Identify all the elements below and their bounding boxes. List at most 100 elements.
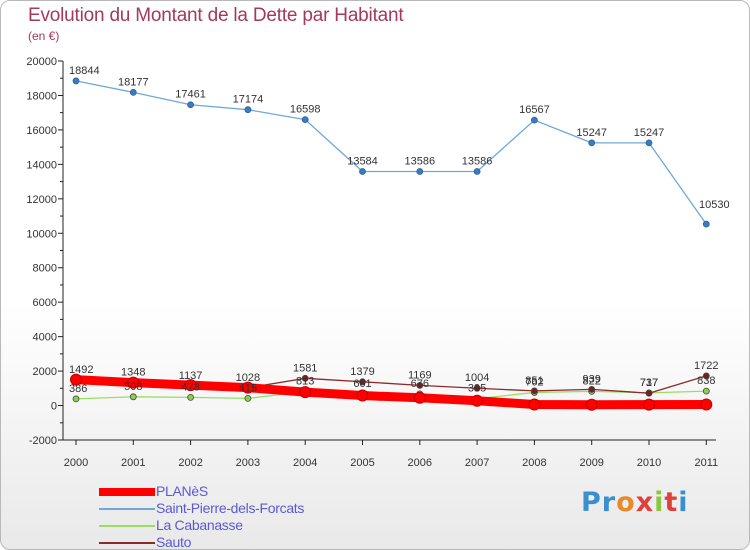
data-label: 661 [353,378,371,390]
series-plan-s [70,373,713,411]
data-label: 10530 [699,199,730,211]
data-label: 13586 [405,155,436,167]
logo-letter: i [678,487,689,518]
data-label: 762 [525,376,543,388]
legend-swatch [99,488,155,496]
data-label: 813 [296,376,314,388]
data-point [184,379,197,392]
data-point [531,116,538,124]
x-tick-label: 2003 [236,457,260,469]
data-point [473,384,481,392]
data-point [416,382,424,389]
data-label: 1722 [694,360,718,372]
chart-subtitle: (en €) [28,29,60,43]
x-tick-label: 2005 [350,457,374,469]
x-tick-label: 2010 [637,457,661,469]
data-point [588,139,596,147]
data-label: 16598 [290,104,321,116]
data-label: 415 [239,382,257,394]
logo-letter: r [601,487,617,518]
data-label: 18177 [118,76,149,88]
data-point [70,373,82,386]
data-point [187,393,195,401]
data-point [645,389,653,397]
logo-letter: o [616,487,636,518]
data-label: 1028 [236,372,260,384]
data-point [356,389,369,402]
data-point [531,387,538,395]
y-tick-label: -2000 [29,435,57,447]
series-saint-pierre-dels-forcats [72,77,710,228]
data-point [187,101,195,109]
y-tick-label: 12000 [26,194,57,206]
data-label: 508 [124,381,142,393]
logo-letter: P [581,487,602,518]
y-tick-label: 18000 [26,90,57,102]
data-label: 17174 [233,94,264,106]
data-point [702,387,710,395]
data-label: 838 [697,375,715,387]
legend-label: PLANèS [156,483,208,499]
legend-label: Sauto [156,534,192,550]
data-label: 1348 [121,366,145,378]
data-point [416,168,424,175]
data-point [359,378,366,386]
data-point [244,394,252,402]
data-label: 1581 [293,362,317,374]
x-tick-label: 2006 [408,457,432,469]
chart-title: Evolution du Montant de la Dette par Hab… [28,5,404,26]
data-point [645,139,653,147]
data-label: 473 [181,381,199,393]
data-point [129,393,137,401]
data-point [700,398,713,411]
data-label: 16567 [519,104,550,116]
data-point [528,398,541,411]
data-point [473,168,481,175]
data-label: 15247 [634,127,665,139]
legend-label: La Cabanasse [156,517,243,533]
data-label: 939 [583,373,601,385]
legend-swatch [99,525,155,527]
data-label: 17461 [175,89,206,101]
data-point [471,394,484,407]
y-tick-label: 0 [51,401,57,413]
data-point [702,220,710,228]
data-label: 1169 [408,369,432,381]
data-point [643,398,655,411]
data-point [72,77,80,85]
data-point [72,395,80,403]
x-tick-label: 2004 [293,457,317,469]
y-tick-label: 16000 [26,125,57,137]
data-point [241,381,254,394]
data-label: 18844 [69,65,100,77]
y-tick-label: 10000 [26,228,57,240]
data-label: 1004 [465,372,489,384]
data-label: 386 [69,383,87,395]
data-label: 676 [411,378,429,390]
data-label: 737 [640,377,658,389]
x-tick-label: 2001 [121,457,145,469]
data-label: 1137 [179,370,203,382]
x-tick-label: 2009 [579,457,603,469]
legend-swatch [99,508,155,510]
data-label: 717 [640,377,658,389]
y-tick-label: 6000 [33,297,57,309]
data-point [585,398,598,411]
data-point [702,372,710,380]
x-tick-label: 2000 [64,457,88,469]
y-tick-label: 2000 [33,366,57,378]
data-label: 1379 [350,366,374,378]
data-point [129,89,137,96]
data-point [413,391,426,404]
data-label: 15247 [576,127,607,139]
x-tick-label: 2002 [178,457,202,469]
y-tick-label: 14000 [26,159,57,171]
data-label: 1492 [69,364,93,376]
logo-letter: t [664,487,679,518]
legend-label: Saint-Pierre-dels-Forcats [156,500,305,516]
x-tick-label: 2007 [465,457,489,469]
data-point [127,376,140,389]
data-label: 851 [525,375,543,387]
